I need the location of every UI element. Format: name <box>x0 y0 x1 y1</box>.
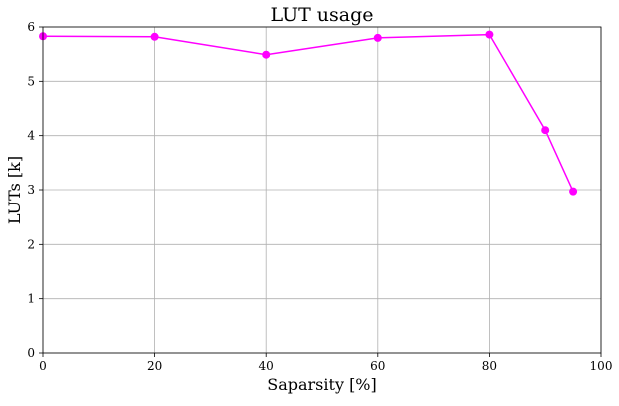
data-point <box>373 33 382 42</box>
y-tick-label: 4 <box>27 129 35 143</box>
y-axis-ticks: 0 1 2 3 4 5 6 <box>27 20 43 360</box>
grid <box>42 26 602 354</box>
series-layer <box>39 30 578 196</box>
x-tick-label: 40 <box>259 359 274 373</box>
x-axis-label: Saparsity [%] <box>267 375 377 394</box>
y-tick-label: 3 <box>27 183 35 197</box>
y-tick-label: 0 <box>27 346 35 360</box>
x-tick-label: 20 <box>147 359 162 373</box>
x-tick-label: 60 <box>370 359 385 373</box>
data-point <box>569 187 578 196</box>
y-tick-label: 5 <box>27 74 35 88</box>
data-point <box>541 126 550 135</box>
data-point <box>150 32 159 41</box>
x-tick-label: 100 <box>590 359 613 373</box>
chart-title: LUT usage <box>270 4 373 26</box>
y-tick-label: 6 <box>27 20 35 34</box>
x-axis-ticks: 0 20 40 60 80 100 <box>39 353 612 373</box>
y-axis-label: LUTs [k] <box>5 156 24 224</box>
data-point <box>485 30 494 39</box>
x-tick-label: 80 <box>482 359 497 373</box>
data-point <box>262 50 271 59</box>
x-tick-label: 0 <box>39 359 47 373</box>
series-line <box>42 33 574 192</box>
y-tick-label: 1 <box>27 292 35 306</box>
y-tick-label: 2 <box>27 237 35 251</box>
